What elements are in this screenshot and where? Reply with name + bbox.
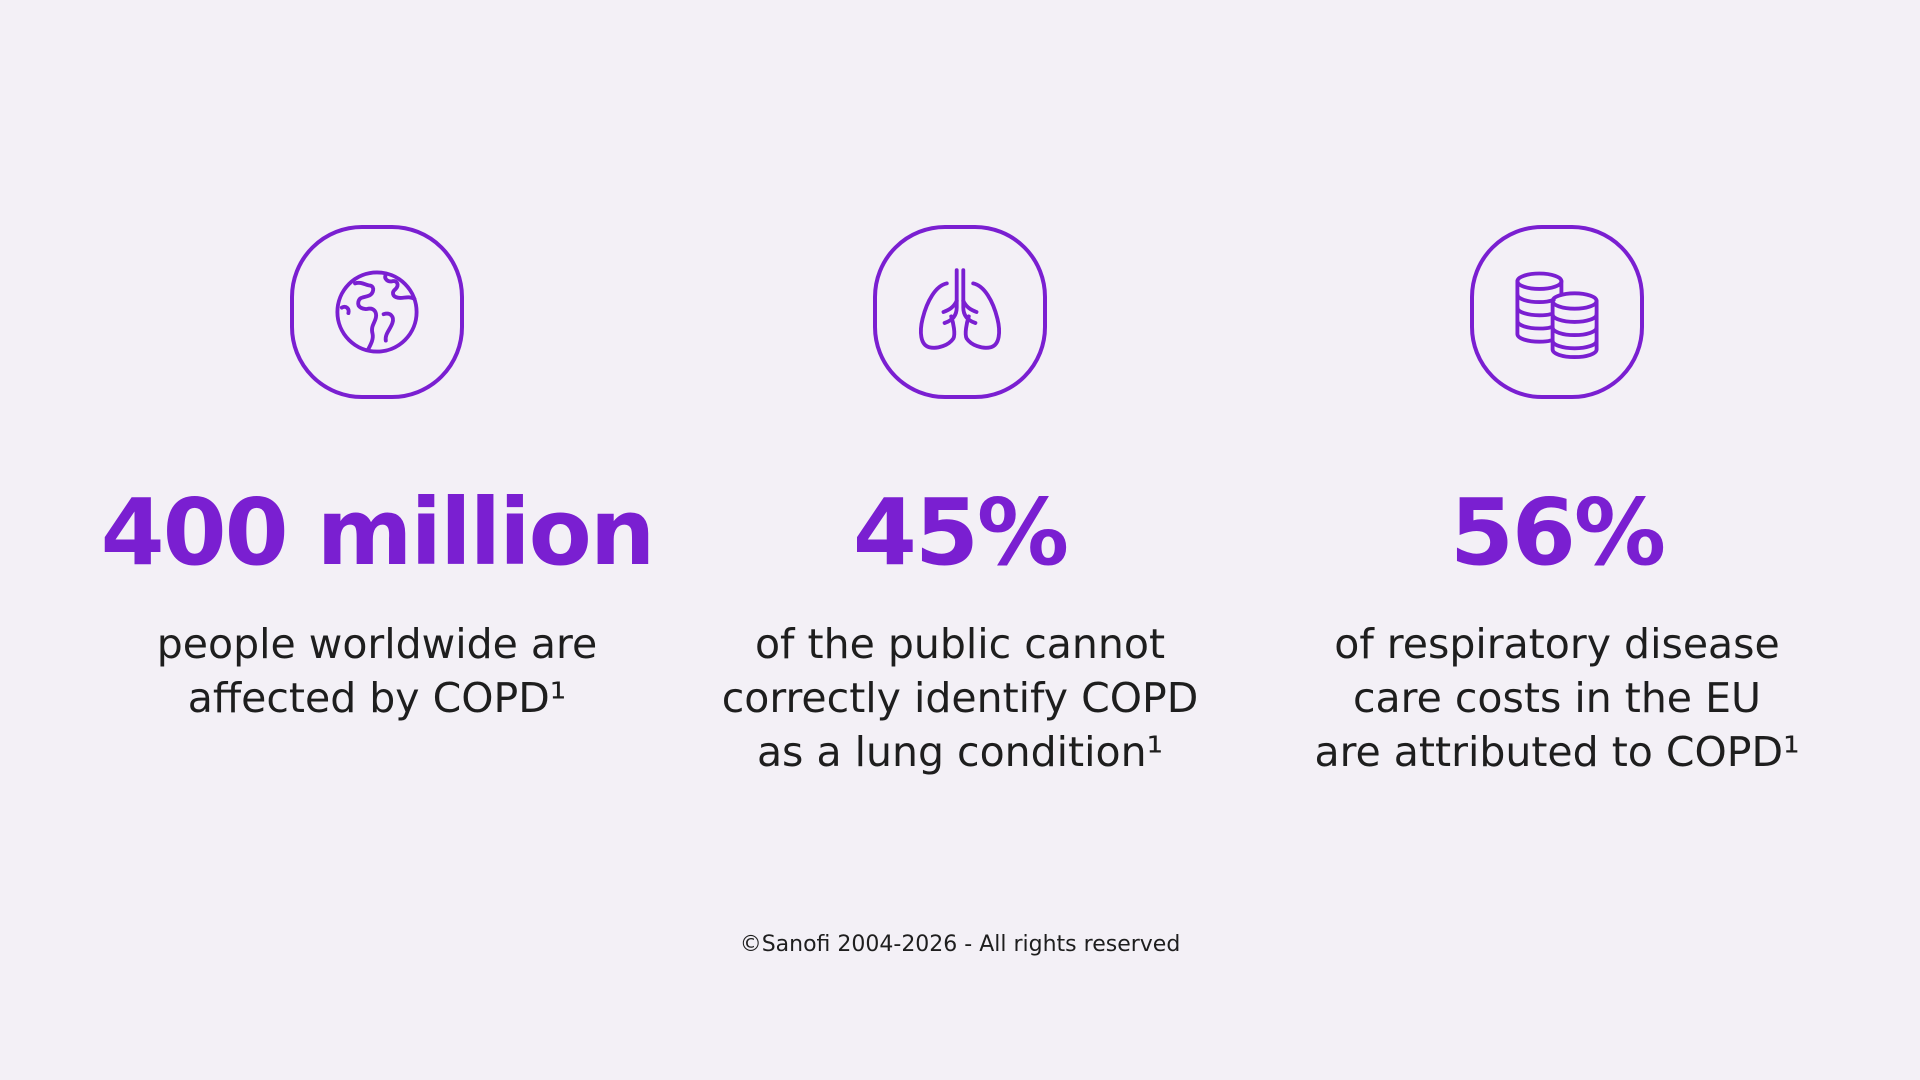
stat-description: people worldwide are affected by COPD¹ bbox=[67, 617, 687, 725]
coins-icon-badge bbox=[1470, 225, 1644, 399]
stat-description-line: care costs in the EU bbox=[1353, 674, 1761, 722]
stat-card-public-awareness: 45% of the public cannot correctly ident… bbox=[650, 225, 1270, 779]
lungs-icon bbox=[918, 268, 1002, 350]
stat-card-worldwide: 400 million people worldwide are affecte… bbox=[67, 225, 687, 725]
stat-description: of respiratory disease care costs in the… bbox=[1247, 617, 1867, 779]
stat-description-line: are attributed to COPD¹ bbox=[1314, 728, 1800, 776]
copyright-footer: ©Sanofi 2004-2026 - All rights reserved bbox=[739, 932, 1181, 957]
globe-icon-badge bbox=[290, 225, 464, 399]
lungs-icon-badge bbox=[873, 225, 1047, 399]
stat-card-care-costs: 56% of respiratory disease care costs in… bbox=[1247, 225, 1867, 779]
stat-description: of the public cannot correctly identify … bbox=[650, 617, 1270, 779]
stat-description-line: correctly identify COPD bbox=[721, 674, 1199, 722]
coins-icon bbox=[1515, 271, 1599, 360]
stat-description-line: of respiratory disease bbox=[1334, 620, 1780, 668]
stat-figure: 400 million bbox=[100, 479, 656, 586]
stat-description-line: affected by COPD¹ bbox=[187, 674, 567, 722]
stat-description-line: as a lung condition¹ bbox=[756, 728, 1164, 776]
stat-figure: 45% bbox=[852, 479, 1069, 586]
stat-figure: 56% bbox=[1449, 479, 1666, 586]
globe-icon bbox=[335, 270, 419, 354]
stat-description-line: people worldwide are bbox=[156, 620, 598, 668]
stat-description-line: of the public cannot bbox=[754, 620, 1166, 668]
